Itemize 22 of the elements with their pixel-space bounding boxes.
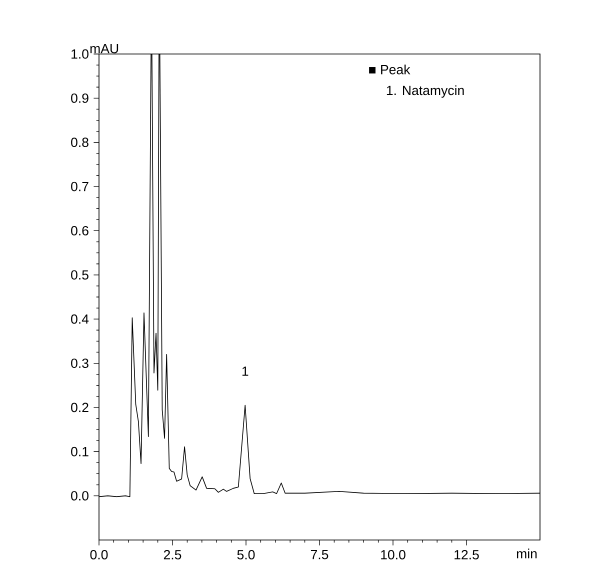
y-tick-label: 0.2 [71, 402, 88, 412]
x-tick-label: 5.0 [237, 550, 255, 560]
x-tick-label: 0.0 [90, 550, 108, 560]
y-tick-label: 0.1 [71, 446, 88, 456]
y-tick-label: 0.3 [71, 358, 88, 368]
y-tick-label: 1.0 [72, 49, 88, 59]
y-tick-label: 0.8 [71, 138, 88, 148]
x-tick-label: 12.5 [454, 550, 479, 560]
annotation: 1. Natamycin [386, 85, 464, 98]
y-tick-label: 0.6 [71, 226, 88, 236]
y-tick-label: 0.5 [71, 270, 88, 280]
y-tick-label: 0.4 [71, 314, 89, 324]
x-tick-label: 7.5 [310, 550, 328, 560]
y-tick-label: 0.9 [71, 93, 88, 103]
annotation: ■ Peak [369, 64, 410, 74]
annotation: 1 [242, 366, 248, 376]
y-tick-label: 0.0 [71, 491, 88, 501]
x-tick-label: 2.5 [164, 550, 182, 560]
x-axis-title: min [516, 548, 537, 558]
x-tick-label: 10.0 [381, 550, 406, 560]
y-axis-title: mAU [90, 44, 118, 54]
y-tick-label: 0.7 [71, 182, 88, 192]
